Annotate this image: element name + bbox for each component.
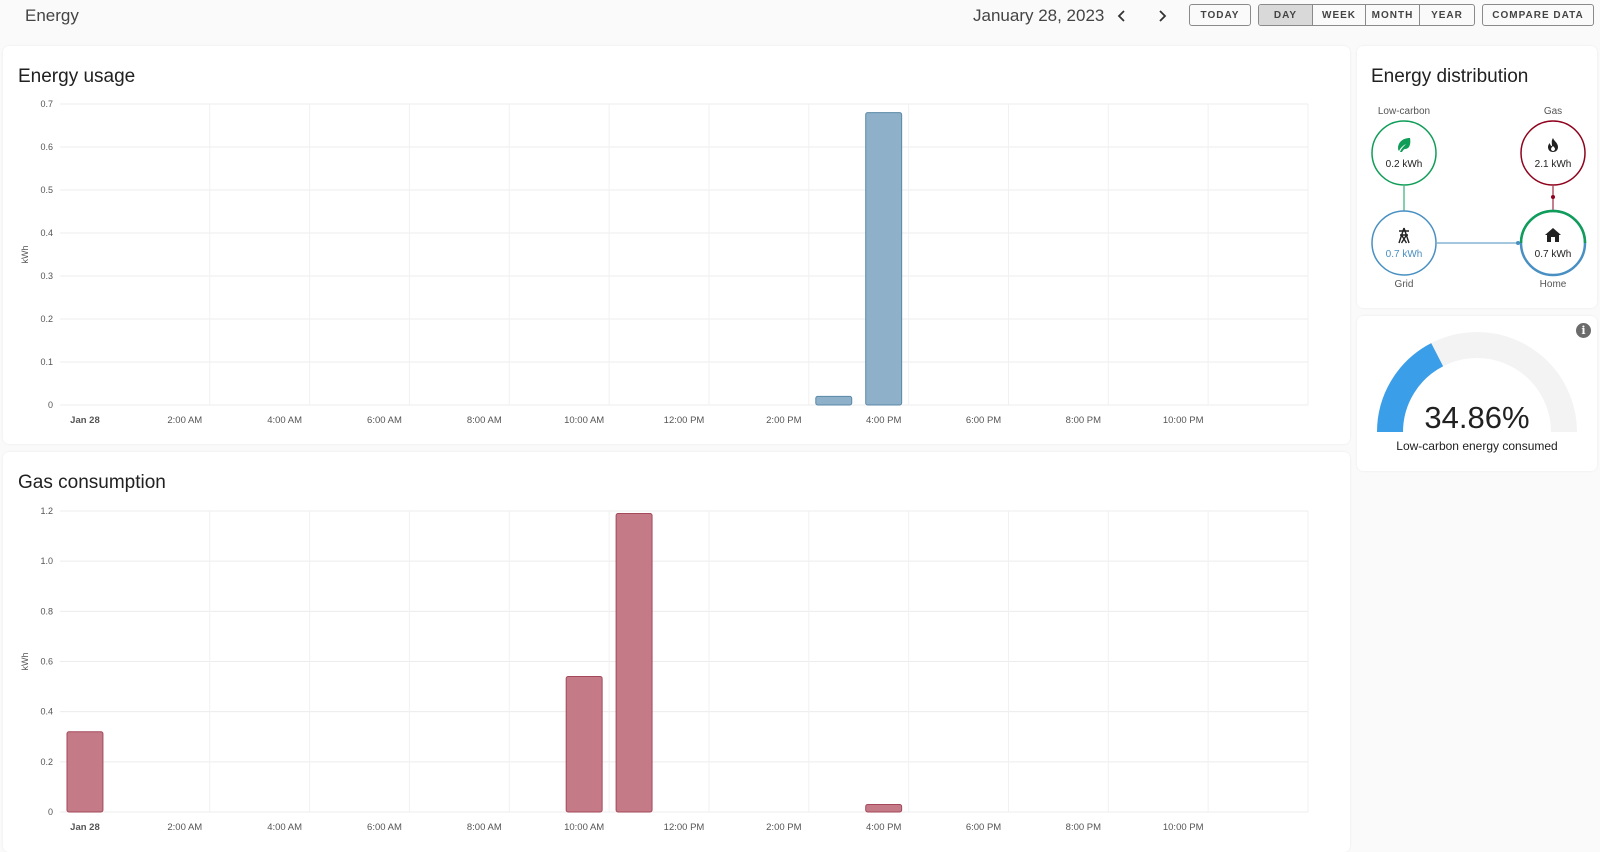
transmission-tower-icon <box>1398 227 1410 244</box>
gas-consumption-chart: 0 0.2 0.4 0.6 0.8 1.0 1.2 Jan 28 2:00 AM 4:00 AM 6… <box>20 506 1309 833</box>
x-tick-label: 4:00 PM <box>866 822 901 833</box>
bar-10-am <box>565 676 603 813</box>
period-month-button[interactable]: MONTH <box>1366 5 1420 25</box>
energy-usage-chart: 0 0.1 0.2 0.3 0.4 0.5 0.6 0.7 Jan 28 2:00 AM 4:00 … <box>20 99 1309 426</box>
bar-11-am <box>615 513 653 813</box>
gas-label: Gas <box>1544 106 1562 117</box>
gas-node[interactable]: 2.1 kWh <box>1520 120 1586 186</box>
y-tick-label: 0 <box>48 807 53 817</box>
x-tick-label: 10:00 AM <box>564 822 604 833</box>
x-tick-label: 4:00 PM <box>866 415 901 426</box>
home-icon <box>1545 228 1561 242</box>
fire-icon <box>1548 138 1558 152</box>
y-tick-label: 0.1 <box>40 357 53 367</box>
gauge-fill <box>1377 343 1444 433</box>
low-carbon-gauge <box>1377 332 1577 433</box>
date-label: January 28, 2023 <box>973 6 1105 25</box>
x-tick-label: Jan 28 <box>70 415 100 426</box>
low-carbon-value: 0.2 kWh <box>1386 159 1423 170</box>
y-tick-label: 0.8 <box>40 606 53 616</box>
x-tick-label: 8:00 PM <box>1066 822 1101 833</box>
bar-12-am <box>66 731 104 813</box>
y-tick-label: 0.2 <box>40 314 53 324</box>
period-week-button[interactable]: WEEK <box>1313 5 1366 25</box>
x-tick-label: 2:00 PM <box>766 415 801 426</box>
energy-distribution-title: Energy distribution <box>1371 66 1529 87</box>
x-tick-label: 4:00 AM <box>267 415 302 426</box>
bar-4-pm <box>865 112 903 406</box>
gas-flow-dot <box>1551 195 1555 199</box>
page-title: Energy <box>25 6 79 25</box>
chevron-left-icon <box>1117 10 1125 22</box>
x-tick-label: 10:00 PM <box>1163 822 1204 833</box>
period-selector: DAY WEEK MONTH YEAR <box>1258 4 1475 26</box>
x-tick-label: 2:00 AM <box>167 415 202 426</box>
y-tick-label: 0 <box>48 400 53 410</box>
y-tick-label: 0.6 <box>40 657 53 667</box>
compare-data-button[interactable]: COMPARE DATA <box>1482 4 1594 26</box>
y-tick-label: 0.7 <box>40 99 53 109</box>
home-value: 0.7 kWh <box>1535 249 1572 260</box>
gauge-value: 34.86% <box>1424 400 1530 435</box>
bar-4-pm <box>865 803 903 813</box>
home-label: Home <box>1540 279 1567 290</box>
bar-3-pm <box>815 395 853 406</box>
energy-distribution-card: Energy distribution Low-carbon 0.2 kWh G… <box>1357 46 1597 308</box>
x-tick-label: 8:00 AM <box>467 415 502 426</box>
gas-value: 2.1 kWh <box>1535 159 1572 170</box>
energy-distribution-diagram: Low-carbon 0.2 kWh Gas 2.1 kWh 0.7 kWh <box>1371 106 1587 290</box>
x-tick-label: 8:00 AM <box>467 822 502 833</box>
x-tick-label: Jan 28 <box>70 822 100 833</box>
period-day-button[interactable]: DAY <box>1259 5 1313 25</box>
x-tick-label: 8:00 PM <box>1066 415 1101 426</box>
y-axis-label: kWh <box>20 246 30 264</box>
low-carbon-label: Low-carbon <box>1378 106 1430 117</box>
x-tick-label: 12:00 PM <box>664 415 705 426</box>
y-tick-label: 0.2 <box>40 757 53 767</box>
y-tick-label: 0.6 <box>40 142 53 152</box>
y-tick-label: 0.4 <box>40 707 53 717</box>
period-year-button[interactable]: YEAR <box>1431 9 1463 21</box>
y-tick-label: 1.0 <box>40 556 53 566</box>
x-tick-label: 10:00 AM <box>564 415 604 426</box>
gas-consumption-title: Gas consumption <box>18 472 166 493</box>
next-period-button[interactable] <box>1148 3 1176 29</box>
x-tick-label: 2:00 AM <box>167 822 202 833</box>
top-bar: Energy January 28, 2023 TODAY DAY WEEK M… <box>0 0 1600 40</box>
y-tick-label: 0.4 <box>40 228 53 238</box>
x-tick-label: 4:00 AM <box>267 822 302 833</box>
y-tick-label: 0.5 <box>40 185 53 195</box>
x-tick-label: 6:00 AM <box>367 415 402 426</box>
grid-value: 0.7 kWh <box>1386 249 1423 260</box>
x-tick-label: 6:00 PM <box>966 822 1001 833</box>
previous-period-button[interactable] <box>1108 3 1136 29</box>
grid-label: Grid <box>1395 279 1414 290</box>
low-carbon-node[interactable]: 0.2 kWh <box>1371 120 1437 186</box>
gas-consumption-card: Gas consumption 0 0.2 0.4 0.6 0.8 1.0 1.2 Jan 2… <box>3 452 1350 852</box>
y-tick-label: 1.2 <box>40 506 53 516</box>
chevron-right-icon <box>1159 10 1167 22</box>
leaf-icon <box>1398 138 1411 152</box>
x-tick-label: 10:00 PM <box>1163 415 1204 426</box>
energy-usage-card: Energy usage 0 0.1 0.2 0.3 0.4 0.5 0.6 0.7 Jan 2… <box>3 46 1350 444</box>
today-button[interactable]: TODAY <box>1189 4 1251 26</box>
x-tick-label: 6:00 AM <box>367 822 402 833</box>
grid-node[interactable]: 0.7 kWh <box>1371 210 1437 276</box>
energy-usage-title: Energy usage <box>18 66 136 87</box>
x-tick-label: 6:00 PM <box>966 415 1001 426</box>
info-icon[interactable]: i <box>1576 323 1591 338</box>
home-node[interactable]: 0.7 kWh <box>1519 209 1587 277</box>
y-tick-label: 0.3 <box>40 271 53 281</box>
x-tick-label: 2:00 PM <box>766 822 801 833</box>
gauge-label: Low-carbon energy consumed <box>1396 439 1558 453</box>
low-carbon-gauge-card: i 34.86% Low-carbon energy consumed <box>1357 316 1597 471</box>
y-axis-label: kWh <box>20 653 30 671</box>
x-tick-label: 12:00 PM <box>664 822 705 833</box>
grid-flow-dot <box>1516 241 1520 245</box>
